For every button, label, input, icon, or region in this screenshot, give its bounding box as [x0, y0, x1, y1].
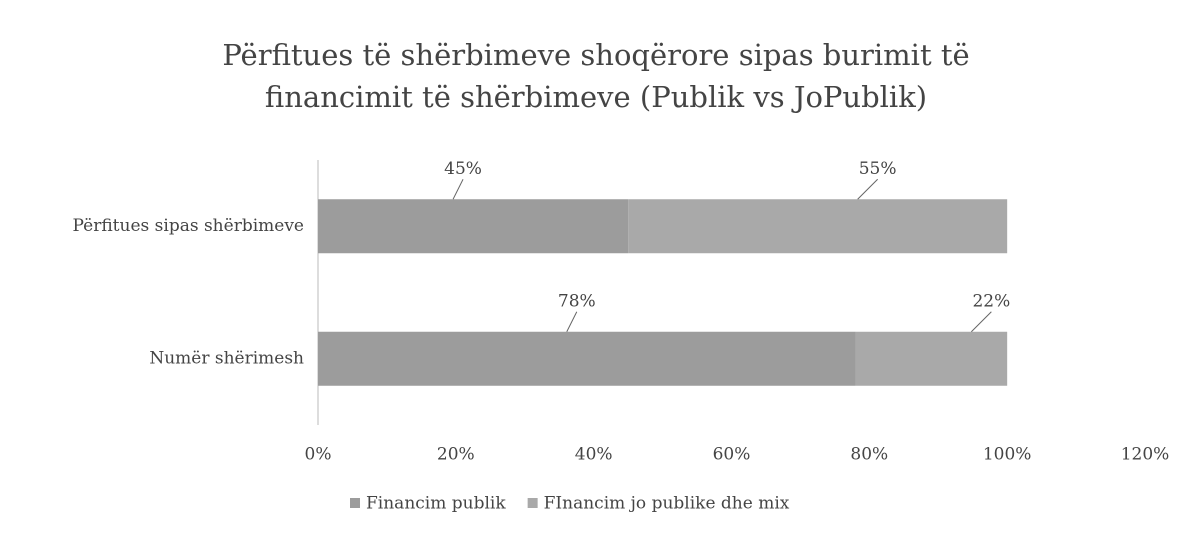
label-leader [452, 179, 464, 200]
label-leader [857, 178, 878, 200]
data-label: 45% [444, 159, 482, 179]
y-tick-label: Numër shërimesh [149, 348, 304, 368]
y-tick-label: Përfitues sipas shërbimeve [72, 216, 304, 236]
label-leader [566, 311, 578, 332]
bar-segment [628, 199, 1008, 254]
x-tick-label: 40% [575, 445, 613, 465]
data-label: 78% [558, 291, 596, 311]
bar-segment [318, 199, 629, 254]
data-label: 22% [972, 291, 1010, 311]
x-tick-label: 60% [713, 445, 751, 465]
legend-swatch [527, 498, 538, 508]
data-label: 55% [859, 159, 897, 179]
chart-title: Përfitues të shërbimeve shoqërore sipas … [222, 38, 970, 114]
legend-label: FInancim jo publike dhe mix [544, 494, 790, 514]
legend-label: Financim publik [366, 494, 506, 514]
x-tick-label: 120% [1121, 445, 1170, 465]
legend-swatch [350, 498, 360, 508]
x-tick-label: 80% [850, 445, 888, 465]
x-tick-label: 20% [437, 445, 475, 465]
bar-segment [855, 331, 1008, 386]
bar-segment [318, 331, 856, 386]
x-tick-label: 0% [305, 445, 332, 465]
label-leader [971, 311, 992, 333]
x-tick-label: 100% [983, 445, 1032, 465]
